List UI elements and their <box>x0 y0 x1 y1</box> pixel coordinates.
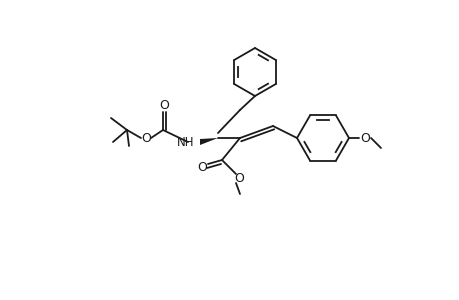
Text: O: O <box>234 172 243 184</box>
Text: O: O <box>141 131 151 145</box>
Text: NH: NH <box>176 136 194 148</box>
Polygon shape <box>200 138 218 145</box>
Text: O: O <box>159 98 168 112</box>
Text: O: O <box>196 160 207 173</box>
Text: O: O <box>359 131 369 145</box>
